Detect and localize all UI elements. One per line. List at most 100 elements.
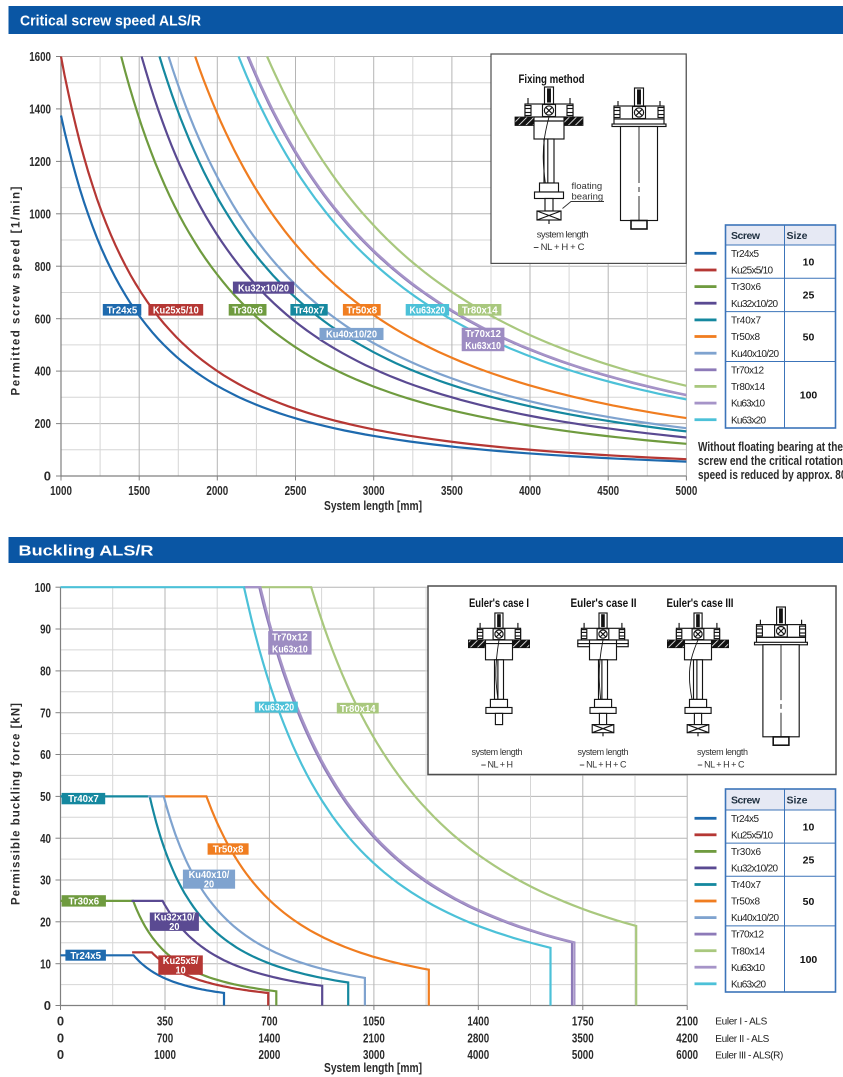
svg-text:1600: 1600: [29, 49, 51, 64]
svg-text:Tr24x5: Tr24x5: [70, 951, 101, 962]
svg-text:Screw: Screw: [731, 794, 761, 806]
svg-text:0: 0: [57, 1031, 64, 1046]
svg-text:floating: floating: [572, 181, 603, 192]
svg-text:50: 50: [803, 896, 815, 908]
svg-text:Euler's case I: Euler's case I: [469, 596, 529, 610]
svg-text:Tr40x7: Tr40x7: [731, 316, 761, 327]
svg-text:Without floating bearing at th: Without floating bearing at the: [698, 439, 843, 454]
svg-text:Tr50x8: Tr50x8: [347, 305, 378, 316]
svg-text:Ku63x10: Ku63x10: [731, 399, 765, 410]
svg-text:1050: 1050: [363, 1014, 385, 1029]
svg-text:25: 25: [803, 290, 815, 302]
svg-text:Ku40x10/20: Ku40x10/20: [326, 330, 377, 341]
svg-text:System length [mm]: System length [mm]: [324, 1060, 422, 1075]
svg-text:2100: 2100: [363, 1031, 385, 1046]
svg-text:4000: 4000: [519, 483, 541, 498]
svg-text:Tr40x7: Tr40x7: [68, 794, 99, 805]
svg-text:Ku32x10/20: Ku32x10/20: [731, 299, 778, 310]
svg-text:3500: 3500: [441, 483, 463, 498]
svg-text:10: 10: [803, 821, 815, 833]
svg-text:Ku40x10/20: Ku40x10/20: [731, 349, 779, 360]
svg-text:Ku25x5/10: Ku25x5/10: [153, 305, 199, 316]
svg-text:Ku32x10/20: Ku32x10/20: [238, 283, 289, 294]
svg-text:2800: 2800: [467, 1031, 489, 1046]
svg-text:100: 100: [35, 580, 51, 595]
svg-text:Tr80x14: Tr80x14: [340, 704, 376, 715]
svg-text:Critical screw speed ALS/R: Critical screw speed ALS/R: [20, 13, 201, 30]
svg-text:10: 10: [176, 966, 187, 977]
svg-text:Ku40x10/20: Ku40x10/20: [731, 913, 779, 924]
svg-text:Ku40x10/: Ku40x10/: [189, 870, 230, 881]
svg-text:25: 25: [803, 854, 815, 866]
svg-text:1750: 1750: [572, 1014, 594, 1029]
svg-text:2000: 2000: [206, 483, 228, 498]
svg-text:50: 50: [40, 789, 51, 804]
svg-text:Euler's case II: Euler's case II: [571, 596, 637, 610]
svg-text:Ku32x10/20: Ku32x10/20: [731, 864, 778, 875]
svg-text:50: 50: [803, 331, 815, 343]
svg-text:Euler III - ALS(R): Euler III - ALS(R): [715, 1051, 783, 1062]
svg-text:30: 30: [40, 873, 51, 888]
svg-text:400: 400: [35, 364, 51, 379]
svg-text:80: 80: [40, 664, 51, 679]
svg-text:system length: system length: [537, 230, 589, 241]
svg-text:350: 350: [157, 1014, 173, 1029]
svg-text:1500: 1500: [128, 483, 150, 498]
svg-text:system length: system length: [697, 747, 748, 757]
svg-text:– NL + H + C: – NL + H + C: [580, 759, 628, 769]
svg-text:0: 0: [57, 1047, 64, 1062]
svg-text:Euler II - ALS: Euler II - ALS: [715, 1034, 769, 1045]
svg-text:speed is reduced by approx. 80: speed is reduced by approx. 80%.: [698, 467, 843, 482]
svg-text:6000: 6000: [676, 1047, 698, 1062]
svg-text:1200: 1200: [29, 154, 51, 169]
svg-text:bearing: bearing: [572, 192, 604, 203]
svg-text:Tr30x6: Tr30x6: [731, 282, 761, 293]
svg-text:600: 600: [35, 311, 51, 326]
svg-text:3000: 3000: [363, 1047, 385, 1062]
svg-text:40: 40: [40, 831, 51, 846]
svg-text:System length [mm]: System length [mm]: [324, 498, 422, 513]
svg-text:Tr24x5: Tr24x5: [731, 814, 759, 825]
svg-text:Permitted screw speed [1/min]: Permitted screw speed [1/min]: [11, 186, 23, 395]
svg-text:2100: 2100: [676, 1014, 698, 1029]
svg-text:Ku63x10: Ku63x10: [465, 341, 501, 352]
svg-text:60: 60: [40, 747, 51, 762]
svg-text:1000: 1000: [50, 483, 72, 498]
svg-text:Ku25x5/: Ku25x5/: [163, 956, 199, 967]
svg-text:3000: 3000: [363, 483, 385, 498]
svg-text:Tr70x12: Tr70x12: [465, 329, 501, 340]
svg-text:– NL + H: – NL + H: [481, 759, 513, 769]
svg-text:Tr70x12: Tr70x12: [731, 930, 764, 941]
svg-text:700: 700: [261, 1014, 277, 1029]
svg-text:Ku25x5/10: Ku25x5/10: [731, 830, 773, 841]
svg-text:Buckling ALS/R: Buckling ALS/R: [19, 543, 154, 560]
svg-text:system length: system length: [578, 747, 629, 757]
svg-text:200: 200: [35, 416, 51, 431]
svg-text:– NL + H + C: – NL + H + C: [698, 759, 746, 769]
svg-text:3500: 3500: [572, 1031, 594, 1046]
svg-text:1400: 1400: [467, 1014, 489, 1029]
svg-text:90: 90: [40, 622, 51, 637]
svg-text:Tr24x5: Tr24x5: [731, 249, 759, 260]
svg-text:Size: Size: [787, 794, 808, 806]
svg-text:5000: 5000: [572, 1047, 594, 1062]
svg-text:system length: system length: [472, 747, 523, 757]
svg-text:– NL + H + C: – NL + H + C: [534, 242, 585, 253]
svg-text:Tr24x5: Tr24x5: [107, 305, 138, 316]
svg-text:Ku32x10/: Ku32x10/: [154, 913, 195, 924]
svg-text:Tr70x12: Tr70x12: [731, 365, 764, 376]
svg-text:1400: 1400: [29, 102, 51, 117]
svg-text:4200: 4200: [676, 1031, 698, 1046]
svg-text:0: 0: [44, 469, 51, 484]
svg-text:20: 20: [169, 922, 180, 933]
svg-text:Ku63x10: Ku63x10: [272, 644, 308, 655]
svg-text:Tr30x6: Tr30x6: [731, 847, 761, 858]
svg-text:4000: 4000: [467, 1047, 489, 1062]
svg-text:100: 100: [800, 954, 818, 966]
svg-text:10: 10: [40, 956, 51, 971]
svg-text:Tr40x7: Tr40x7: [731, 880, 761, 891]
svg-text:Tr40x7: Tr40x7: [294, 305, 325, 316]
svg-text:Permissible buckling force [kN: Permissible buckling force [kN]: [11, 703, 23, 905]
svg-text:Ku63x20: Ku63x20: [731, 979, 766, 990]
svg-text:Tr70x12: Tr70x12: [272, 633, 308, 644]
